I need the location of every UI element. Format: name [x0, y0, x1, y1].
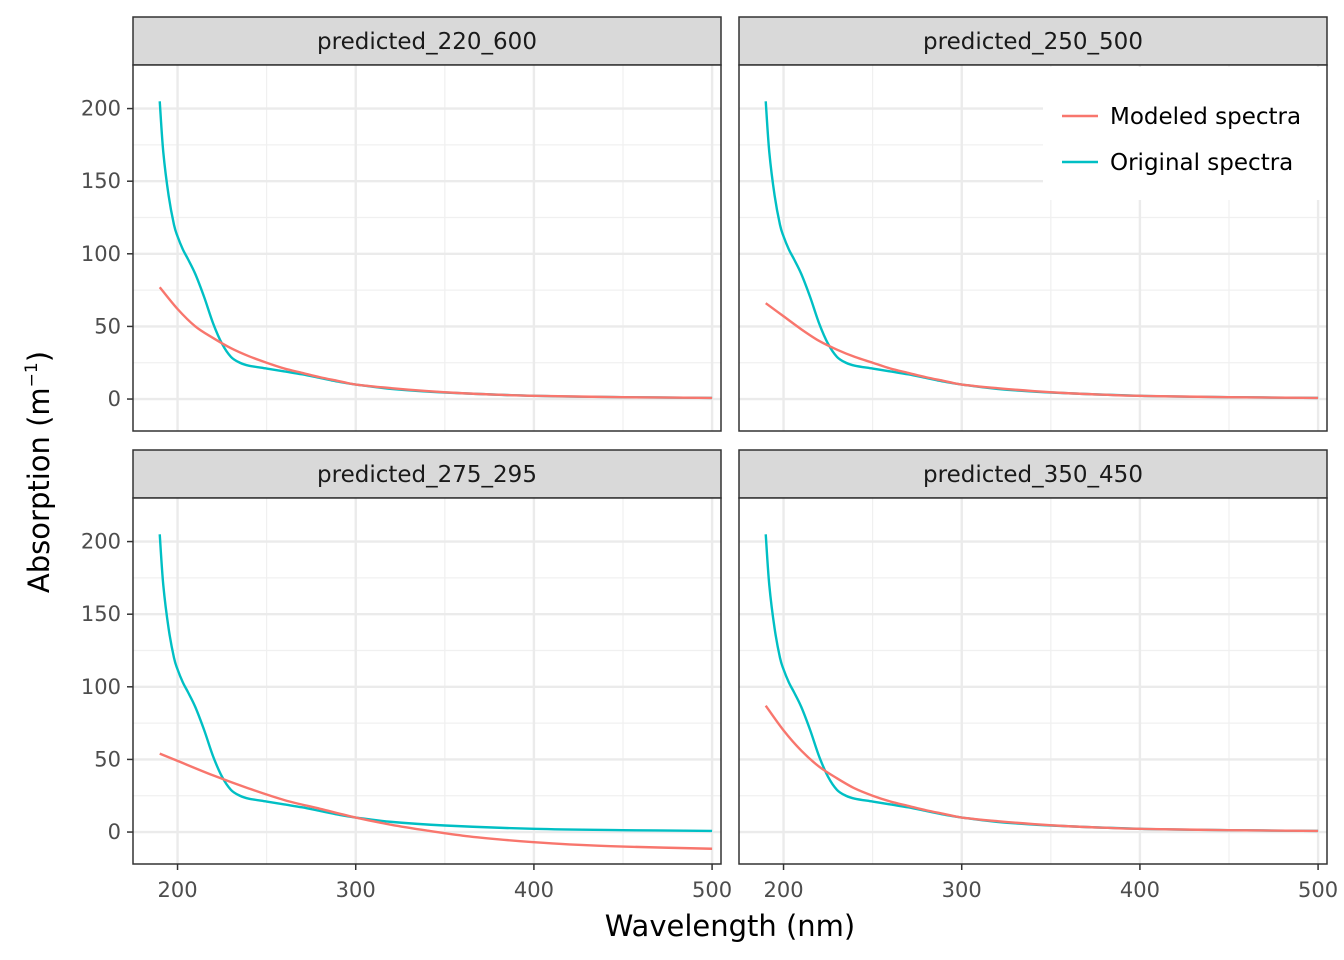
x-tick-label: 500 — [1298, 878, 1338, 902]
panel-border — [738, 64, 1328, 432]
panels: predicted_220_600050100150200predicted_2… — [81, 16, 1338, 902]
y-tick-label: 200 — [81, 97, 121, 121]
facet-strip — [738, 449, 1328, 499]
legend-label: Original spectra — [1110, 150, 1293, 176]
facet-strip — [132, 449, 722, 499]
modeled-spectra-line — [765, 302, 1319, 400]
y-tick-label: 150 — [81, 169, 121, 193]
x-axis-title: Wavelength (nm) — [605, 909, 856, 943]
facet-strip — [132, 16, 722, 66]
panel-border — [738, 497, 1328, 865]
x-tick-label: 400 — [514, 878, 554, 902]
modeled-spectra-line — [159, 752, 713, 850]
y-axis-title-close: ) — [22, 351, 56, 362]
x-tick-label: 300 — [942, 878, 982, 902]
gridlines — [133, 65, 721, 431]
x-tick-label: 300 — [336, 878, 376, 902]
panel: predicted_220_600 0 50 100 150 200 — [81, 16, 722, 432]
original-spectra-line — [158, 534, 713, 833]
x-tick-label: 400 — [1120, 878, 1160, 902]
x-tick-label: 500 — [692, 878, 732, 902]
y-tick-label: 0 — [108, 820, 121, 844]
y-tick-label: 100 — [81, 675, 121, 699]
y-axis-title: Absorption (m−1) — [22, 351, 56, 593]
panel-border — [132, 64, 722, 432]
gridlines — [739, 498, 1327, 864]
gridlines — [133, 498, 721, 864]
legend: Modeled spectra Original spectra — [1043, 67, 1326, 200]
panel-background — [133, 498, 721, 864]
legend-label: Modeled spectra — [1110, 104, 1301, 130]
panel-border — [132, 497, 722, 865]
y-tick-label: 50 — [94, 747, 121, 771]
y-axis-title-superscript: −1 — [22, 362, 42, 387]
facet-strip — [738, 16, 1328, 66]
modeled-spectra-line — [764, 704, 1319, 833]
panel-background — [739, 498, 1327, 864]
y-tick-label: 0 — [108, 387, 121, 411]
facet-strip-label: predicted_275_295 — [317, 462, 537, 488]
x-tick-label: 200 — [157, 878, 197, 902]
facet-strip-label: predicted_350_450 — [923, 462, 1143, 488]
facet-strip-label: predicted_220_600 — [317, 29, 537, 55]
facet-strip-label: predicted_250_500 — [923, 29, 1143, 55]
legend-background — [1043, 67, 1326, 200]
x-tick-label: 200 — [763, 878, 803, 902]
y-tick-label: 50 — [94, 314, 121, 338]
panel: predicted_275_295 0 50 100 150 200 200 300 400 50… — [81, 449, 732, 902]
panel: predicted_350_450 200 300 400 500 — [738, 449, 1338, 902]
y-tick-label: 150 — [81, 602, 121, 626]
y-tick-label: 100 — [81, 242, 121, 266]
panel-background — [133, 65, 721, 431]
y-tick-label: 200 — [81, 530, 121, 554]
modeled-spectra-line — [158, 286, 713, 400]
y-axis-title-base: Absorption (m — [22, 387, 56, 593]
